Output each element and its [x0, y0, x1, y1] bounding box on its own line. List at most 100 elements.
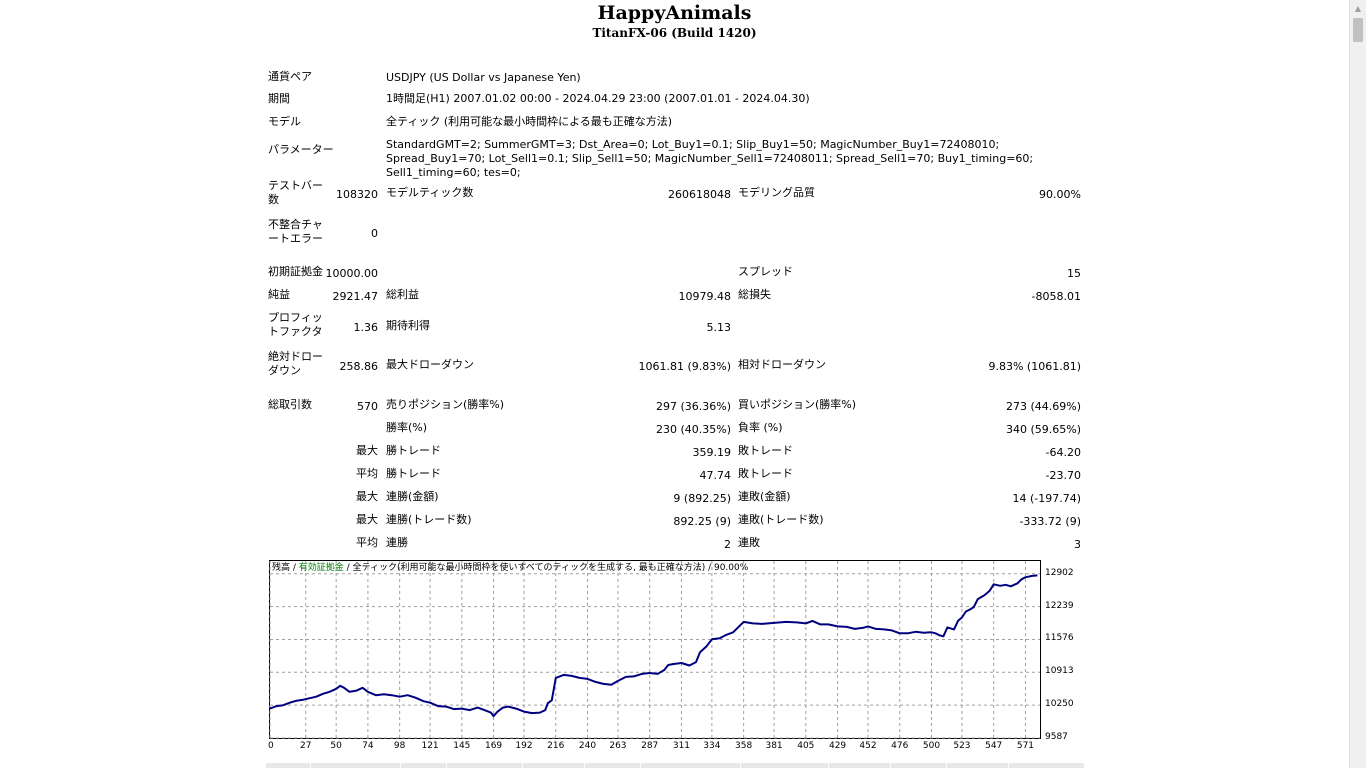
spread-label: スプレッド [738, 265, 793, 278]
scroll-thumb[interactable] [1353, 18, 1363, 42]
average-consecutive-qualifier: 平均 [356, 536, 378, 549]
chart-legend: 残高 / 有効証拠金 / 全ティック(利用可能な最小時間枠を使いすべてのティック… [272, 563, 748, 574]
loss-rate-value: 340 (59.65%) [1005, 423, 1081, 436]
y-tick-label: 12239 [1045, 600, 1074, 611]
x-tick-label: 98 [393, 741, 406, 751]
spread-value: 15 [1067, 267, 1081, 280]
mismatch-value: 0 [371, 227, 378, 240]
model-label: モデル [268, 115, 301, 128]
y-tick-label: 10250 [1045, 699, 1074, 710]
average-loss-label: 敗トレード [738, 467, 793, 480]
x-tick-label: 287 [641, 741, 659, 751]
x-tick-label: 121 [421, 741, 439, 751]
max-consecutive-losses-value: 14 (-197.74) [1012, 492, 1081, 505]
gross-loss-label: 総損失 [738, 288, 771, 301]
relative-drawdown-value: 9.83% (1061.81) [988, 360, 1081, 373]
legend-description: / 全ティック(利用可能な最小時間枠を使いすべてのティックを生成する, 最も正確… [343, 563, 749, 573]
x-tick-label: 240 [578, 741, 597, 751]
x-tick-label: 169 [484, 741, 503, 751]
max-drawdown-label: 最大ドローダウン [386, 358, 474, 371]
short-positions-label: 売りポジション(勝率%) [386, 398, 505, 411]
x-tick-label: 429 [828, 741, 847, 751]
average-consecutive-wins-label: 連勝 [386, 536, 408, 549]
largest-loss-label: 敗トレード [738, 444, 793, 457]
report-title: HappyAnimals [597, 2, 752, 24]
largest-loss-value: -64.20 [1045, 446, 1081, 459]
total-trades-label: 総取引数 [268, 398, 312, 411]
average-win-value: 47.74 [699, 469, 732, 482]
average-win-label: 勝トレード [386, 467, 441, 480]
short-positions-value: 297 (36.36%) [655, 400, 731, 413]
params-value: StandardGMT=2; SummerGMT=3; Dst_Area=0; … [386, 138, 1034, 179]
largest-qualifier: 最大 [356, 444, 378, 457]
gross-profit-label: 総利益 [386, 288, 419, 301]
net-value: 2921.47 [332, 290, 379, 303]
y-tick-label: 11576 [1045, 633, 1074, 644]
x-tick-label: 523 [953, 741, 971, 751]
mismatch-label: 不整合チャートエラー [268, 218, 323, 245]
scroll-up-arrow-icon[interactable]: ▲ [1354, 4, 1362, 13]
params-label: パラメーター [268, 143, 334, 156]
max-consecutive-profit-value: 892.25 (9) [673, 515, 731, 528]
max-consecutive-loss-label: 連敗(トレード数) [738, 513, 824, 526]
max-consecutive-loss-value: -333.72 (9) [1019, 515, 1081, 528]
legend-separator: / [290, 563, 299, 573]
x-tick-label: 381 [765, 741, 783, 751]
largest-win-label: 勝トレード [386, 444, 441, 457]
symbol-label: 通貨ペア [268, 70, 312, 83]
next-table-strip [266, 763, 1084, 768]
total-trades-value: 570 [357, 400, 378, 413]
x-tick-label: 571 [1016, 741, 1035, 751]
quality-value: 90.00% [1039, 188, 1081, 201]
balance-chart-frame [269, 560, 1041, 739]
x-tick-label: 311 [672, 741, 691, 751]
average-consecutive-wins-value: 2 [724, 538, 731, 551]
gross-profit-value: 10979.48 [678, 290, 732, 303]
x-tick-label: 452 [859, 741, 877, 751]
long-positions-value: 273 (44.69%) [1005, 400, 1081, 413]
max-drawdown-value: 1061.81 (9.83%) [638, 360, 731, 373]
vertical-scrollbar[interactable]: ▲ [1349, 0, 1366, 768]
deposit-label: 初期証拠金 [268, 265, 323, 278]
x-tick-label: 500 [922, 741, 941, 751]
absolute-drawdown-label: 絶対ドローダウン [268, 350, 323, 377]
x-tick-label: 74 [362, 741, 374, 751]
period-label: 期間 [268, 92, 290, 105]
gross-loss-value: -8058.01 [1031, 290, 1081, 303]
max-consecutive-profit-label: 連勝(トレード数) [386, 513, 472, 526]
ticks-value: 260618048 [668, 188, 731, 201]
legend-balance: 残高 [272, 563, 291, 573]
x-tick-label: 358 [735, 741, 753, 751]
x-tick-label: 145 [453, 741, 471, 751]
max-consecutive-qualifier: 最大 [356, 490, 378, 503]
profit-factor-value: 1.36 [353, 321, 379, 334]
bars-label: テストバー数 [268, 179, 323, 206]
x-tick-label: 547 [985, 741, 1003, 751]
expected-payoff-value: 5.13 [706, 321, 732, 334]
model-value: 全ティック (利用可能な最小時間枠による最も正確な方法) [386, 115, 673, 128]
max-consecutive-wins-label: 連勝(金額) [386, 490, 439, 503]
x-tick-label: 192 [515, 741, 533, 751]
period-value: 1時間足(H1) 2007.01.02 00:00 - 2024.04.29 2… [386, 92, 810, 105]
absolute-drawdown-value: 258.86 [339, 360, 379, 373]
x-tick-label: 405 [797, 741, 815, 751]
net-label: 純益 [268, 288, 290, 301]
symbol-value: USDJPY (US Dollar vs Japanese Yen) [386, 71, 581, 84]
win-rate-value: 230 (40.35%) [655, 423, 731, 436]
x-tick-label: 476 [891, 741, 909, 751]
x-tick-label: 216 [547, 741, 565, 751]
legend-equity: 有効証拠金 [298, 563, 344, 573]
bars-value: 108320 [336, 188, 378, 201]
max-consecutive-wins-value: 9 (892.25) [673, 492, 731, 505]
ticks-label: モデルティック数 [386, 186, 474, 199]
balance-series-line [269, 574, 1038, 718]
quality-label: モデリング品質 [738, 186, 815, 199]
loss-rate-label: 負率 (%) [738, 421, 783, 434]
x-tick-label: 0 [268, 741, 274, 751]
average-loss-value: -23.70 [1045, 469, 1081, 482]
relative-drawdown-label: 相対ドローダウン [738, 358, 826, 371]
expected-payoff-label: 期待利得 [386, 319, 430, 332]
deposit-value: 10000.00 [325, 267, 379, 280]
x-tick-label: 263 [609, 741, 627, 751]
average-consecutive-losses-label: 連敗 [738, 536, 760, 549]
